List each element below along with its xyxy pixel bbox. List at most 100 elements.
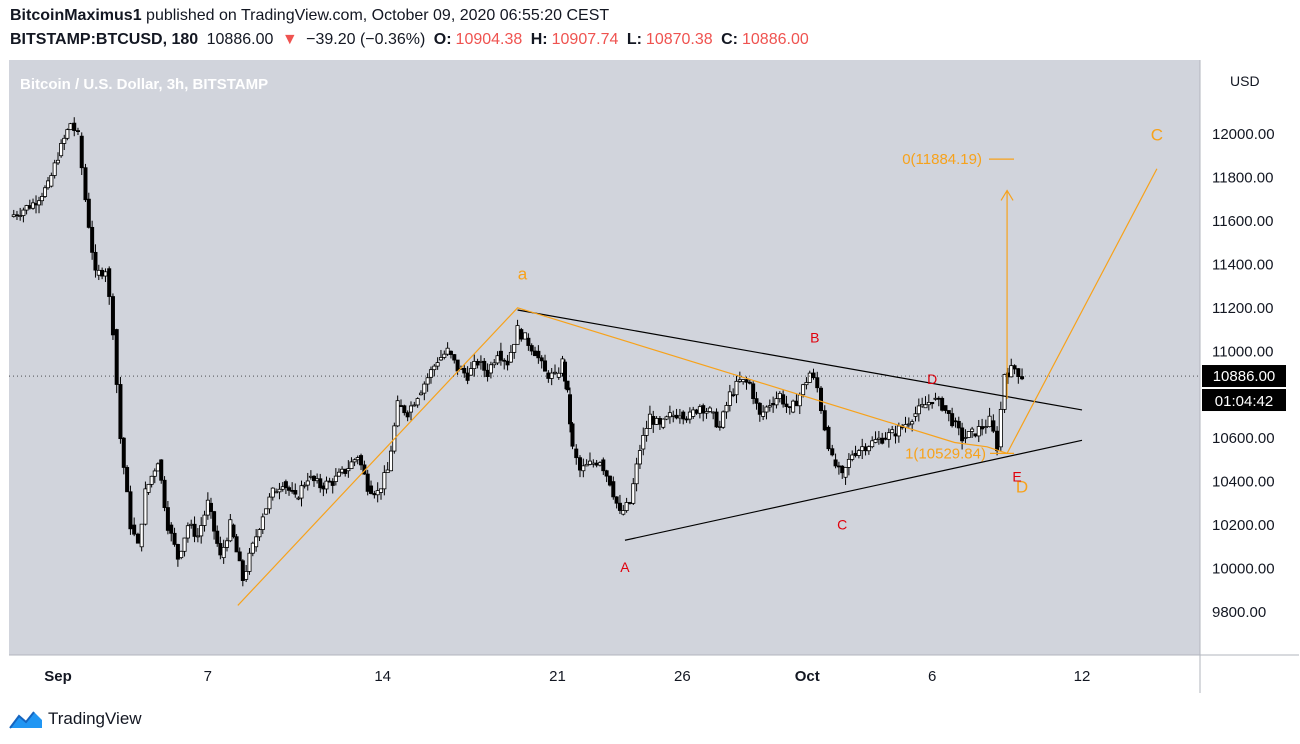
candle-body <box>880 437 885 444</box>
candle-body <box>128 491 133 530</box>
candle-body <box>946 410 951 414</box>
candle-body <box>205 499 210 516</box>
candle-body <box>121 437 126 468</box>
candle-body <box>327 480 332 483</box>
candle-body <box>744 379 749 383</box>
wave-label-orange: D <box>1016 477 1028 496</box>
candle-body <box>349 461 354 469</box>
candle-body <box>355 457 360 461</box>
price-tick-label: 11400.00 <box>1212 256 1273 273</box>
brand-name[interactable]: TradingView <box>48 709 142 728</box>
candle-body <box>189 523 194 526</box>
candle-body <box>195 535 200 538</box>
candle-body <box>976 426 981 437</box>
candle-body <box>781 394 786 405</box>
candle-body <box>24 205 29 211</box>
candle-body <box>299 485 304 499</box>
down-arrow-icon: ▼ <box>281 31 298 48</box>
candle-body <box>811 372 816 379</box>
candle-body <box>49 175 54 187</box>
candle-body <box>807 372 812 383</box>
price-axis[interactable] <box>1200 60 1299 655</box>
candle-body <box>107 268 112 297</box>
price-tick-label: 10600.00 <box>1212 430 1275 447</box>
candle-body <box>819 387 824 412</box>
candle-body <box>14 214 19 217</box>
candle-body <box>681 411 686 420</box>
candle-body <box>644 428 649 436</box>
candle-body <box>159 459 164 481</box>
candle-body <box>472 360 477 370</box>
candle-body <box>594 462 599 466</box>
candle-body <box>505 360 510 366</box>
candle-body <box>966 431 971 438</box>
candle-body <box>215 530 220 544</box>
fib-level-label: 0(11884.19) <box>902 151 982 168</box>
candle-body <box>970 428 975 432</box>
candle-body <box>893 433 898 437</box>
time-axis[interactable] <box>9 655 1299 693</box>
fib-level-label: 1(10529.84) <box>905 445 986 462</box>
candle-body <box>498 350 503 361</box>
candle-body <box>445 347 450 355</box>
candle-body <box>926 401 931 406</box>
candle-body <box>717 426 722 428</box>
time-tick-label: 7 <box>204 668 212 685</box>
candle-body <box>352 459 357 463</box>
candle-body <box>31 202 36 209</box>
plot-area[interactable] <box>9 60 1200 655</box>
time-tick-label: 21 <box>549 668 566 685</box>
last-price-tag <box>1202 365 1286 388</box>
target-arrow-head <box>1000 189 1014 201</box>
candle-body <box>125 467 130 493</box>
author-name[interactable]: BitcoinMaximus1 <box>10 7 142 24</box>
low-value: 10870.38 <box>645 31 713 48</box>
candle-body <box>365 473 370 492</box>
candle-body <box>389 450 394 472</box>
candle-body <box>727 391 732 406</box>
currency-label: USD <box>1230 73 1260 89</box>
price-tick-label: 9800.00 <box>1212 604 1266 621</box>
candle-body <box>734 380 739 396</box>
candle-body <box>843 467 848 478</box>
candle-body <box>237 551 242 562</box>
candle-body <box>475 360 480 366</box>
candle-body <box>546 372 551 379</box>
triangle-upper-line <box>517 309 1083 411</box>
candle-body <box>737 379 742 382</box>
candle-body <box>883 437 888 440</box>
candle-body <box>21 209 26 216</box>
candle-body <box>995 430 1000 452</box>
candle-body <box>913 413 918 417</box>
candle-body <box>536 350 541 359</box>
candle-body <box>132 524 137 535</box>
candle-body <box>747 381 752 384</box>
candle-body <box>202 514 207 526</box>
candle-body <box>52 162 57 176</box>
candle-body <box>539 357 544 362</box>
candle-body <box>257 529 262 538</box>
candle-body <box>553 371 558 374</box>
candle-body <box>570 423 575 447</box>
candle-body <box>438 357 443 361</box>
candle-body <box>991 420 996 432</box>
candle-body <box>711 411 716 414</box>
candle-body <box>287 487 292 491</box>
candle-body <box>11 214 16 217</box>
candle-body <box>667 412 672 418</box>
candle-body <box>455 359 460 372</box>
symbol-label: BITSTAMP:BTCUSD, 180 <box>10 31 199 48</box>
candle-body <box>175 544 180 560</box>
candle-body <box>930 401 935 405</box>
candle-body <box>155 463 160 472</box>
candle-body <box>637 450 642 465</box>
candle-body <box>402 405 407 414</box>
candle-body <box>318 478 323 489</box>
candle-body <box>731 394 736 397</box>
candle-body <box>850 454 855 460</box>
candle-body <box>405 412 410 418</box>
candle-body <box>906 423 911 426</box>
candle-body <box>270 487 275 498</box>
candle-body <box>62 137 67 144</box>
